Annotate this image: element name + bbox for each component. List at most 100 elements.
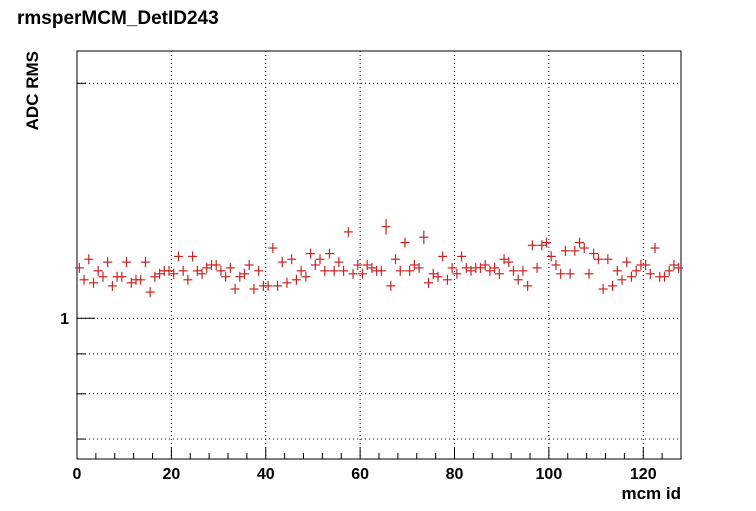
data-point [339,265,349,276]
data-point [89,277,99,288]
data-point [188,251,198,262]
data-point [631,265,641,276]
axis-layer: 0 20 40 60 80 100 120 1 [60,82,682,483]
data-point [546,251,556,262]
data-point [315,254,325,265]
data-point [334,257,344,268]
data-point [575,237,585,248]
data-point [282,277,292,288]
data-point [457,251,467,262]
data-point [235,271,245,282]
data-point [202,262,212,273]
data-point [409,259,419,270]
x-tick-label: 60 [351,466,369,483]
data-point [296,265,306,276]
data-point [240,268,250,279]
data-point [273,280,283,291]
data-point [122,257,132,268]
data-point [93,265,103,276]
data-point [254,265,264,276]
data-point [499,254,509,265]
x-tick-label: 20 [162,466,180,483]
data-point [504,257,514,268]
data-point [79,274,89,285]
data-point [565,268,575,279]
data-point [183,274,193,285]
data-point [570,245,580,256]
data-point [169,268,179,279]
x-tick-label: 40 [257,466,275,483]
data-point [362,259,372,270]
x-tick-label: 120 [630,466,657,483]
data-point [593,254,603,265]
data-point [442,274,452,285]
data-point [74,262,84,273]
grid-layer [77,51,681,459]
data-point [523,280,533,291]
data-point [249,283,259,294]
plot-frame [76,50,682,460]
data-point [645,268,655,279]
data-point [376,265,386,276]
data-point [287,254,297,265]
x-tick-label: 100 [536,466,563,483]
data-point [126,277,136,288]
data-point [414,262,424,273]
data-point [145,287,155,298]
data-point [263,280,273,291]
data-point [641,259,651,270]
data-point [542,237,552,248]
data-point [551,259,561,270]
data-point [424,277,434,288]
data-point [433,271,443,282]
data-point [178,265,188,276]
data-point [475,262,485,273]
data-point [310,259,320,270]
data-point [664,265,674,276]
data-point [291,274,301,285]
data-point [556,268,566,279]
data-point [348,268,358,279]
data-point [461,262,471,273]
data-point [419,230,429,244]
data-point [192,265,202,276]
data-point [221,271,231,282]
data-point [164,265,174,276]
data-point [603,254,613,265]
data-point [155,268,165,279]
data-point [343,226,353,237]
data-point [103,257,113,268]
data-point [211,259,221,270]
data-point [225,262,235,273]
data-point [268,243,278,254]
data-point [508,265,518,276]
data-point [490,262,500,273]
data-point [230,283,240,294]
data-point [84,254,94,265]
data-point [485,265,495,276]
y-tick-label: 1 [60,311,69,328]
data-point [428,268,438,279]
data-point [669,259,679,270]
data-point [612,265,622,276]
data-point [117,271,127,282]
data-point [405,265,415,276]
data-point [173,251,183,262]
data-point [447,262,457,273]
data-point [140,257,150,268]
data-point [513,274,523,285]
data-point [584,268,594,279]
data-point [136,274,146,285]
data-point [494,268,504,279]
data-point [367,262,377,273]
data-point [560,245,570,256]
x-tick-label: 0 [73,466,82,483]
data-point [320,265,330,276]
data-point [650,243,660,254]
data-point [527,240,537,251]
data-point [579,243,589,254]
data-point [386,280,396,291]
data-point [617,274,627,285]
